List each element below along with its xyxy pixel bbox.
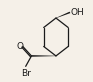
Text: OH: OH — [71, 8, 84, 17]
Polygon shape — [31, 55, 56, 57]
Text: Br: Br — [21, 69, 31, 78]
Polygon shape — [56, 12, 70, 18]
Text: O: O — [16, 42, 23, 51]
